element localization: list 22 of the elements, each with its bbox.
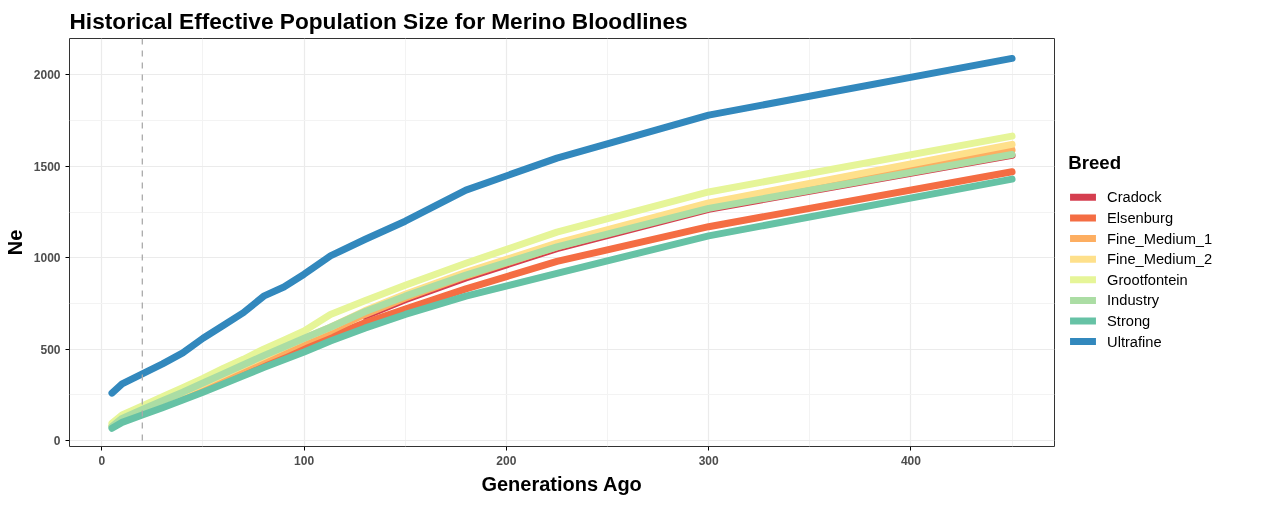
x-tick-label: 100 [294,453,315,468]
chart-title: Historical Effective Population Size for Merino Bloodlines [69,7,688,34]
y-tick-label: 0 [53,434,61,449]
legend-label: Cradock [1107,189,1163,206]
legend-title: Breed [1068,151,1122,173]
x-tick-label: 0 [98,453,106,468]
legend-label: Industry [1107,292,1160,309]
legend-label: Grootfontein [1107,271,1188,288]
y-tick-label: 1000 [33,251,61,266]
x-tick-label: 200 [496,453,517,468]
y-tick-label: 500 [40,342,61,357]
x-axis-title: Generations Ago [481,472,642,495]
y-tick-label: 2000 [33,68,61,83]
legend-label: Fine_Medium_2 [1107,251,1213,268]
x-tick-label: 300 [698,453,719,468]
y-tick-label: 1500 [33,159,61,174]
legend-label: Ultrafine [1107,333,1162,350]
legend-label: Fine_Medium_1 [1107,230,1213,247]
x-tick-label: 400 [900,453,922,468]
legend-label: Elsenburg [1107,209,1174,226]
legend-label: Strong [1107,312,1151,329]
y-axis-title: Ne [3,229,26,256]
